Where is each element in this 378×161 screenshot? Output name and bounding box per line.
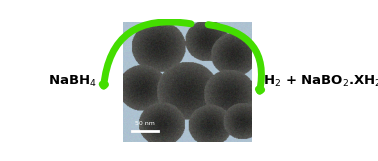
Text: H$_2$ + NaBO$_2$.XH$_2$O: H$_2$ + NaBO$_2$.XH$_2$O — [263, 74, 378, 89]
Text: NaBH$_4$: NaBH$_4$ — [48, 74, 96, 89]
FancyArrowPatch shape — [208, 25, 262, 91]
FancyArrowPatch shape — [102, 22, 191, 86]
